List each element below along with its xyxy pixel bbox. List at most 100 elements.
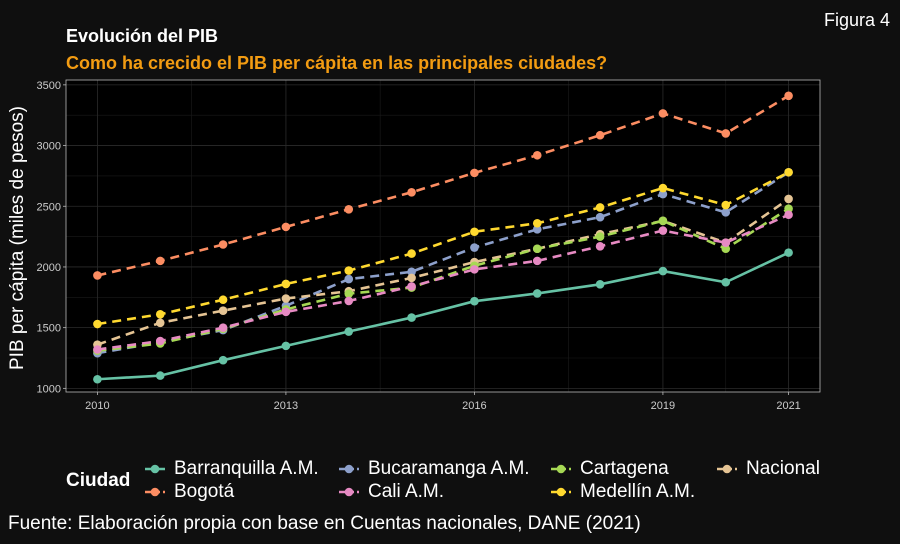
data-point (155, 336, 165, 346)
data-point (470, 296, 479, 306)
data-point (784, 210, 793, 220)
data-point (595, 212, 605, 222)
data-point (281, 307, 291, 317)
legend-key (550, 462, 572, 476)
legend-title: Ciudad (66, 470, 131, 491)
x-axis: 2010 2013 2016 2019 2021 (85, 392, 801, 412)
data-point (658, 216, 668, 226)
x-tick-label: 2016 (462, 400, 486, 412)
x-tick-label: 2019 (651, 400, 675, 412)
data-point (218, 240, 228, 249)
legend-label: Barranquilla A.M. (174, 458, 319, 479)
data-point (281, 279, 291, 289)
data-point (155, 371, 165, 380)
figure-label: Figura 4 (823, 10, 890, 30)
y-tick-label: 2000 (37, 262, 61, 274)
series-barranquilla-a-m (93, 248, 793, 384)
plot-frame (65, 79, 821, 393)
y-tick-label: 3500 (37, 80, 61, 92)
minor-gridlines (66, 80, 820, 392)
data-point (344, 289, 354, 298)
legend-item: Cali A.M. (338, 481, 444, 503)
data-point (218, 355, 228, 365)
data-point (407, 282, 416, 291)
data-point (721, 244, 731, 254)
data-point (93, 271, 102, 280)
series-layer (93, 91, 793, 384)
data-point (595, 242, 605, 251)
series-line (97, 171, 790, 326)
y-tick-label: 1500 (37, 323, 61, 335)
chart-title: Evolución del PIB (66, 26, 219, 46)
legend-key (338, 485, 360, 499)
data-point (532, 225, 542, 234)
legend-label: Cali A.M. (368, 481, 445, 502)
series-medellin-a-m (93, 167, 793, 329)
data-point (407, 267, 416, 277)
data-point (155, 256, 165, 266)
series-line (97, 251, 790, 381)
data-point (658, 109, 668, 118)
series-line (97, 171, 790, 355)
data-point (344, 274, 354, 284)
data-point (658, 226, 668, 235)
data-point (407, 187, 416, 197)
series-cali-a-m (93, 210, 793, 354)
y-axis: 1000 1500 2000 2500 3000 3500 (37, 80, 66, 395)
data-point (595, 232, 605, 241)
data-point (784, 167, 793, 177)
chart-subtitle: Como ha crecido el PIB per cápita en las… (66, 53, 608, 73)
data-point (470, 243, 479, 252)
legend-label: Nacional (746, 458, 820, 479)
x-tick-label: 2021 (776, 400, 800, 412)
data-point (281, 222, 291, 232)
data-point (721, 238, 731, 247)
data-point (595, 130, 605, 140)
legend-label: Bucaramanga A.M. (368, 458, 530, 479)
data-point (218, 306, 228, 315)
x-tick-label: 2010 (85, 400, 109, 412)
data-point (721, 200, 731, 210)
data-point (658, 183, 668, 193)
y-tick-label: 2500 (37, 201, 61, 213)
data-point (532, 218, 542, 228)
legend-item: Cartagena (550, 458, 669, 480)
data-point (470, 168, 479, 178)
data-point (658, 266, 668, 276)
legend-item: Barranquilla A.M. (144, 458, 319, 480)
y-tick-label: 1000 (37, 383, 61, 395)
data-point (407, 313, 416, 322)
legend-label: Medellín A.M. (580, 481, 696, 502)
legend-key (338, 462, 360, 476)
series-bogota (93, 91, 793, 280)
data-point (658, 189, 668, 199)
data-point (344, 204, 354, 214)
data-point (532, 256, 542, 266)
data-point (721, 277, 731, 287)
data-point (470, 227, 479, 237)
legend: Ciudad Barranquilla A.M. Bogotá Bucaramang… (66, 458, 900, 504)
data-point (407, 249, 416, 258)
data-point (784, 91, 793, 101)
y-tick-label: 3000 (37, 141, 61, 153)
data-point (93, 319, 102, 329)
data-point (93, 374, 102, 384)
data-point (218, 295, 228, 305)
legend-key (550, 485, 572, 499)
legend-key (144, 462, 166, 476)
data-point (595, 203, 605, 212)
legend-key (144, 485, 166, 499)
data-point (784, 248, 793, 257)
data-point (155, 318, 165, 328)
data-point (281, 341, 291, 351)
data-point (721, 208, 731, 217)
data-point (595, 280, 605, 289)
data-point (281, 294, 291, 303)
data-point (532, 150, 542, 160)
legend-item: Bucaramanga A.M. (338, 458, 530, 480)
data-point (218, 323, 228, 332)
data-point (721, 129, 731, 138)
data-point (155, 310, 165, 319)
legend-label: Cartagena (580, 458, 669, 479)
